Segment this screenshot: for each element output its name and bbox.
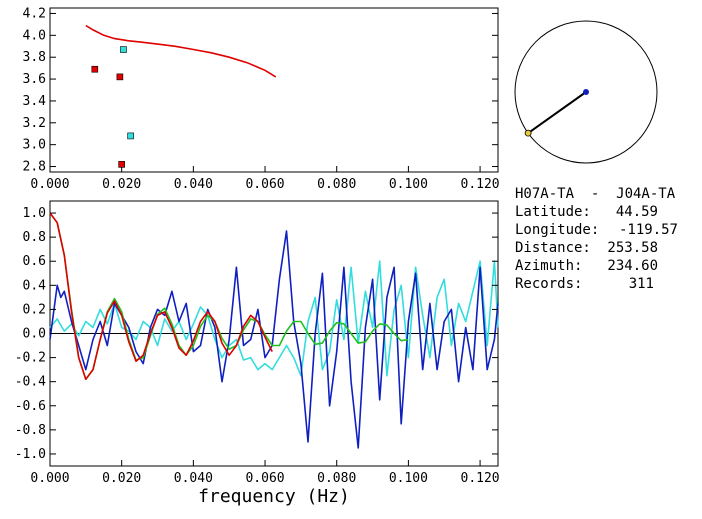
- top-x-tick-label: 0.000: [30, 177, 69, 192]
- bottom-y-tick-label: -0.4: [15, 375, 46, 390]
- bottom-series-group: [49, 212, 499, 449]
- bottom-y-tick-label: -1.0: [15, 447, 46, 462]
- azimuth-circle: [514, 20, 658, 164]
- top-y-tick-label: 3.6: [23, 72, 46, 87]
- top-y-tick-label: 3.8: [23, 50, 46, 65]
- bottom-x-tick-label: 0.020: [102, 471, 141, 486]
- bottom-y-tick-label: 0.8: [23, 230, 46, 245]
- bottom-y-ticks: -1.0 -0.8 -0.6 -0.4 -0.2 0.0 0.2 0.4 0.6 0.8 1.0: [15, 206, 498, 462]
- cyan-point: [120, 46, 127, 53]
- blue-series-line: [49, 230, 499, 449]
- top-y-tick-label: 4.2: [23, 6, 46, 21]
- station-pair: H07A-TA - J04A-TA: [515, 186, 676, 202]
- records-label: Records:: [515, 276, 582, 292]
- longitude-value: -119.57: [619, 222, 678, 238]
- top-curve: [85, 24, 277, 78]
- latitude-value: 44.59: [616, 204, 658, 220]
- bottom-y-tick-label: 0.2: [23, 302, 46, 317]
- red-point: [118, 161, 125, 168]
- top-y-tick-label: 2.8: [23, 160, 46, 175]
- azimuth-line: [527, 91, 587, 134]
- bottom-y-tick-label: -0.6: [15, 399, 46, 414]
- bottom-y-tick-label: -0.8: [15, 423, 46, 438]
- bottom-y-tick-label: 0.0: [23, 327, 46, 342]
- top-x-tick-label: 0.060: [245, 177, 284, 192]
- info-panel: H07A-TA - J04A-TA Latitude: 44.59 Longit…: [515, 186, 678, 292]
- bottom-y-tick-label: 0.4: [23, 278, 47, 293]
- red-series-line: [49, 212, 273, 381]
- distance-label: Distance:: [515, 240, 591, 256]
- azimuth-value: 234.60: [607, 258, 658, 274]
- green-series-line: [49, 212, 409, 381]
- top-y-tick-label: 4.0: [23, 28, 46, 43]
- bottom-x-tick-label: 0.000: [30, 471, 69, 486]
- longitude-label: Longitude:: [515, 222, 599, 238]
- bottom-y-tick-label: 0.6: [23, 254, 46, 269]
- top-x-tick-label: 0.040: [174, 177, 213, 192]
- bottom-x-tick-label: 0.120: [461, 471, 500, 486]
- top-x-tick-label: 0.120: [461, 177, 500, 192]
- top-y-tick-label: 3.2: [23, 116, 46, 131]
- azimuth-label: Azimuth:: [515, 258, 582, 274]
- dispersion-plot: 2.8 3.0 3.2 3.4 3.6 3.8 4.0 4.2 0.000 0.020 0.040…: [23, 6, 500, 192]
- x-axis-label: frequency (Hz): [198, 486, 350, 507]
- top-x-tick-label: 0.080: [317, 177, 356, 192]
- top-y-tick-label: 3.0: [23, 138, 46, 153]
- records-value: 311: [629, 276, 654, 292]
- cyan-point: [127, 132, 134, 140]
- top-plot-frame: [49, 7, 499, 173]
- top-points-group: [91, 46, 134, 168]
- azimuth-circle-outline: [514, 20, 658, 164]
- bottom-x-ticks: 0.000 0.020 0.040 0.060 0.080 0.100 0.120: [30, 460, 500, 486]
- top-x-tick-label: 0.100: [389, 177, 428, 192]
- bottom-x-tick-label: 0.100: [389, 471, 428, 486]
- top-y-ticks: 2.8 3.0 3.2 3.4 3.6 3.8 4.0 4.2: [23, 6, 498, 175]
- bottom-y-tick-label: -0.2: [15, 351, 46, 366]
- red-point: [116, 73, 124, 81]
- top-x-ticks: 0.000 0.020 0.040 0.060 0.080 0.100 0.120: [30, 166, 500, 192]
- station-center-marker: [583, 89, 589, 95]
- top-y-tick-label: 3.4: [23, 94, 47, 109]
- latitude-label: Latitude:: [515, 204, 591, 220]
- station-end-marker: [524, 129, 532, 137]
- correlation-plot: -1.0 -0.8 -0.6 -0.4 -0.2 0.0 0.2 0.4 0.6 0.8 1.0 0…: [15, 200, 500, 507]
- bottom-x-tick-label: 0.060: [245, 471, 284, 486]
- top-x-tick-label: 0.020: [102, 177, 141, 192]
- distance-value: 253.58: [607, 240, 658, 256]
- bottom-y-tick-label: 1.0: [23, 206, 46, 221]
- red-point: [91, 65, 99, 73]
- bottom-x-tick-label: 0.040: [174, 471, 213, 486]
- bottom-x-tick-label: 0.080: [317, 471, 356, 486]
- top-curve-group: [85, 24, 277, 78]
